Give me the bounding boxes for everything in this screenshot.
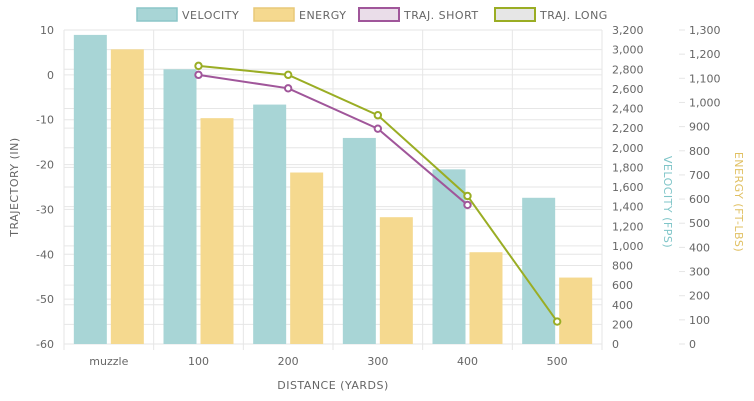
line-series bbox=[194, 61, 562, 326]
bar-velocity-200 bbox=[253, 104, 287, 344]
bar-energy-100 bbox=[200, 118, 234, 345]
bar-energy-200 bbox=[290, 172, 324, 344]
tick-label-velocity: 400 bbox=[612, 299, 633, 312]
legend-label-traj-long[interactable]: TRAJ. LONG bbox=[539, 9, 608, 22]
tick-label-velocity: 2,600 bbox=[612, 83, 644, 96]
point-traj-long-300 bbox=[373, 111, 383, 120]
tick-label-energy: 300 bbox=[689, 266, 710, 279]
category-label-400: 400 bbox=[457, 355, 478, 368]
bar-velocity-400 bbox=[432, 169, 466, 344]
bar-velocity-muzzle bbox=[73, 34, 107, 344]
bar-velocity-100 bbox=[163, 69, 197, 344]
tick-label-velocity: 1,000 bbox=[612, 240, 644, 253]
tick-label-energy: 900 bbox=[689, 121, 710, 134]
tick-label-energy: 500 bbox=[689, 217, 710, 230]
tick-label-trajectory: -10 bbox=[36, 114, 54, 127]
legend-swatch-energy[interactable] bbox=[253, 7, 295, 22]
tick-label-trajectory: 0 bbox=[47, 69, 54, 82]
point-traj-long-100 bbox=[194, 61, 203, 71]
legend-label-velocity[interactable]: VELOCITY bbox=[182, 9, 239, 22]
legend: VELOCITY ENERGY TRAJ. SHORT TRAJ. LONG bbox=[136, 7, 608, 22]
bar-energy-500 bbox=[559, 277, 593, 344]
y-axis-title-velocity: VELOCITY (FPS) bbox=[661, 156, 674, 248]
category-label-100: 100 bbox=[188, 355, 209, 368]
y-axis-title-trajectory: TRAJECTORY (IN) bbox=[8, 137, 21, 237]
tick-label-velocity: 2,000 bbox=[612, 142, 644, 155]
tick-label-energy: 100 bbox=[689, 314, 710, 327]
tick-label-velocity: 2,200 bbox=[612, 122, 644, 135]
tick-label-energy: 700 bbox=[689, 169, 710, 182]
point-traj-long-400 bbox=[463, 191, 472, 201]
tick-label-energy: 200 bbox=[689, 290, 710, 303]
point-traj-long-500 bbox=[552, 317, 562, 326]
point-traj-short-100 bbox=[194, 70, 203, 80]
bar-velocity-500 bbox=[522, 197, 556, 344]
tick-label-energy: 600 bbox=[689, 193, 710, 206]
tick-label-energy: 1,000 bbox=[689, 96, 721, 109]
tick-label-trajectory: -60 bbox=[36, 338, 54, 351]
category-label-500: 500 bbox=[547, 355, 568, 368]
line-traj-long bbox=[198, 64, 558, 323]
tick-label-trajectory: -50 bbox=[36, 293, 54, 306]
point-traj-long-200 bbox=[283, 70, 293, 80]
tick-label-velocity: 600 bbox=[612, 279, 633, 292]
bar-velocity-300 bbox=[342, 137, 376, 344]
gridlines bbox=[63, 29, 603, 350]
tick-label-velocity: 1,400 bbox=[612, 201, 644, 214]
tick-label-energy: 0 bbox=[689, 338, 696, 351]
bar-energy-400 bbox=[469, 252, 503, 344]
tick-label-velocity: 200 bbox=[612, 318, 633, 331]
tick-label-energy: 1,100 bbox=[689, 72, 721, 85]
line-traj-short bbox=[198, 73, 469, 206]
tick-label-velocity: 3,200 bbox=[612, 24, 644, 37]
bar-series bbox=[73, 34, 593, 345]
tick-label-velocity: 0 bbox=[612, 338, 619, 351]
tick-label-energy: 1,200 bbox=[689, 48, 721, 61]
legend-swatch-traj-short[interactable] bbox=[358, 7, 400, 22]
legend-swatch-traj-long[interactable] bbox=[494, 7, 536, 22]
tick-label-velocity: 1,600 bbox=[612, 181, 644, 194]
legend-label-energy[interactable]: ENERGY bbox=[299, 9, 346, 22]
bar-energy-muzzle bbox=[110, 49, 144, 344]
tick-label-trajectory: 10 bbox=[40, 24, 54, 37]
x-axis-title: DISTANCE (YARDS) bbox=[277, 379, 389, 392]
point-traj-short-200 bbox=[283, 84, 293, 93]
tick-label-velocity: 3,000 bbox=[612, 44, 644, 57]
y-axis-title-energy: ENERGY (FT-LBS) bbox=[732, 152, 745, 252]
tick-label-velocity: 2,800 bbox=[612, 63, 644, 76]
point-traj-short-300 bbox=[373, 124, 383, 133]
tick-label-velocity: 800 bbox=[612, 260, 633, 273]
tick-label-energy: 800 bbox=[689, 145, 710, 158]
tick-label-velocity: 1,800 bbox=[612, 161, 644, 174]
category-label-muzzle: muzzle bbox=[89, 355, 128, 368]
bar-energy-300 bbox=[379, 217, 413, 344]
tick-label-energy: 400 bbox=[689, 241, 710, 254]
tick-label-trajectory: -20 bbox=[36, 159, 54, 172]
tick-label-velocity: 1,200 bbox=[612, 220, 644, 233]
category-label-200: 200 bbox=[278, 355, 299, 368]
tick-label-trajectory: -40 bbox=[36, 248, 54, 261]
legend-swatch-velocity[interactable] bbox=[136, 7, 178, 22]
tick-label-velocity: 2,400 bbox=[612, 103, 644, 116]
tick-label-trajectory: -30 bbox=[36, 203, 54, 216]
category-label-300: 300 bbox=[367, 355, 388, 368]
axes: -60-50-40-30-20-1001002004006008001,0001… bbox=[8, 24, 745, 392]
tick-label-energy: 1,300 bbox=[689, 24, 721, 37]
point-traj-short-400 bbox=[463, 200, 472, 210]
legend-label-traj-short[interactable]: TRAJ. SHORT bbox=[403, 9, 479, 22]
